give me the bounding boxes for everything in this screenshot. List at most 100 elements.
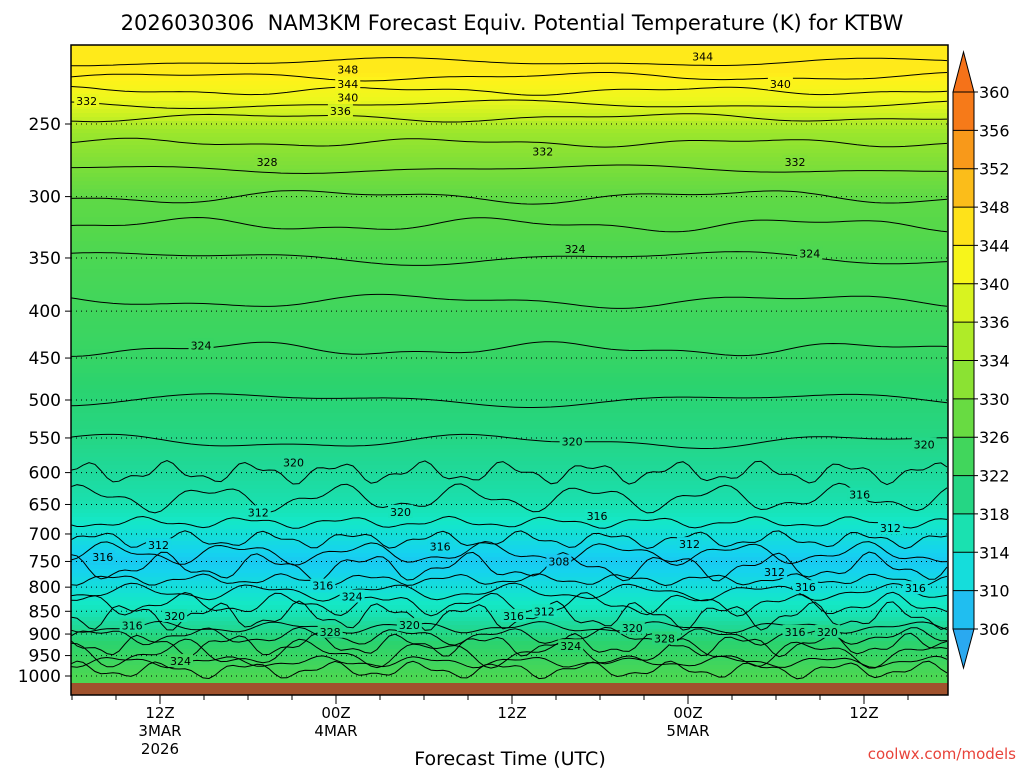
x-tick-label: 12Z [145, 704, 174, 722]
colorbar-segment [953, 513, 974, 553]
theta-e-band [71, 461, 948, 466]
contour-label-bg [619, 620, 645, 634]
contour-label: 312 [762, 564, 788, 579]
theta-e-band [71, 325, 948, 330]
theta-e-band [71, 153, 948, 158]
theta-e-band [71, 449, 948, 454]
theta-e-band [71, 621, 948, 626]
contour-label-bg [254, 154, 280, 168]
contour-label-bg [877, 521, 903, 535]
theta-e-band [71, 593, 948, 598]
theta-e-band [71, 673, 948, 678]
contour-label-bg [335, 76, 361, 90]
theta-e-band [71, 349, 948, 354]
contour-line [71, 591, 948, 617]
theta-e-band [71, 321, 948, 326]
theta-e-band [71, 425, 948, 430]
contour-label: 324 [562, 241, 588, 256]
theta-e-band [71, 377, 948, 382]
contour-label-bg [188, 338, 214, 352]
contour-line [71, 137, 948, 148]
colorbar-segment [953, 360, 974, 400]
colorbar-segment [953, 398, 974, 438]
theta-e-band [71, 173, 948, 178]
contour-line [71, 540, 948, 566]
contour-label-text: 320 [164, 610, 185, 623]
theta-e-band [71, 665, 948, 670]
theta-e-band [71, 601, 948, 606]
theta-e-band [71, 121, 948, 126]
contour-label: 320 [559, 434, 585, 449]
theta-e-band [71, 101, 948, 106]
contour-label-text: 332 [532, 146, 553, 159]
contour-line [71, 433, 948, 449]
theta-e-band [71, 437, 948, 442]
theta-e-band [71, 333, 948, 338]
contour-label-bg [280, 455, 306, 469]
contour-label-bg [767, 76, 793, 90]
theta-e-band [71, 629, 948, 634]
theta-e-band [71, 513, 948, 518]
contour-line [71, 393, 948, 408]
contour-label-text: 312 [764, 566, 785, 579]
theta-e-band [71, 245, 948, 250]
colorbar-segment [953, 590, 974, 630]
y-tick-label: 400 [29, 302, 61, 322]
theta-e-band [71, 345, 948, 350]
contour-label-text: 328 [320, 626, 341, 639]
theta-e-band [71, 141, 948, 146]
theta-e-band [71, 93, 948, 98]
theta-e-band [71, 541, 948, 546]
contour-label-bg [814, 624, 840, 638]
theta-e-band [71, 165, 948, 170]
watermark: coolwx.com/models [868, 745, 1016, 763]
contour-label-text: 336 [330, 105, 351, 118]
colorbar-segment [953, 437, 974, 477]
theta-e-band [71, 465, 948, 470]
contour-label-bg [327, 104, 353, 118]
contour-label-text: 316 [587, 510, 608, 523]
y-tick-label: 550 [29, 429, 61, 449]
colorbar-label: 330 [979, 390, 1010, 409]
contour-label-text: 316 [430, 540, 451, 553]
theta-e-band [71, 353, 948, 358]
theta-e-band [71, 57, 948, 62]
contour-label-text: 324 [342, 590, 363, 603]
y-tick-label: 700 [29, 525, 61, 545]
contour-label: 320 [388, 504, 414, 519]
theta-e-band [71, 545, 948, 550]
contour-label-text: 320 [390, 506, 411, 519]
colorbar-label: 344 [979, 236, 1010, 255]
theta-e-band [71, 389, 948, 394]
colorbar-segment [953, 322, 974, 361]
theta-e-band [71, 677, 948, 682]
contour-label: 332 [782, 154, 808, 169]
contour-label-text: 316 [795, 581, 816, 594]
theta-e-band [71, 369, 948, 374]
contour-lines [71, 57, 948, 680]
theta-e-bands [71, 45, 948, 695]
theta-e-band [71, 517, 948, 522]
theta-e-band [71, 177, 948, 182]
contour-label-bg [335, 90, 361, 104]
plot-frame [70, 44, 949, 696]
theta-e-band [71, 637, 948, 642]
theta-e-band [71, 557, 948, 562]
theta-e-band [71, 237, 948, 242]
y-tick-label: 800 [29, 578, 61, 598]
colorbar-label: 334 [979, 352, 1010, 371]
theta-e-band [71, 181, 948, 186]
y-tick-label: 600 [29, 464, 61, 484]
theta-e-band [71, 269, 948, 274]
colorbar-label: 326 [979, 428, 1010, 447]
theta-e-band [71, 317, 948, 322]
contour-label-bg [652, 631, 678, 645]
contour-line [71, 638, 948, 669]
theta-e-band [71, 129, 948, 134]
contour-label-bg [146, 538, 172, 552]
contour-label-text: 324 [799, 247, 820, 260]
y-tick-label: 750 [29, 552, 61, 572]
theta-e-band [71, 341, 948, 346]
